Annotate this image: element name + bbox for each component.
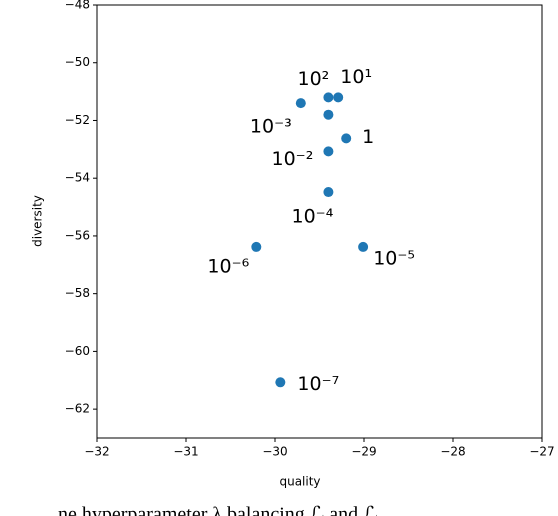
point-label: 10⁻⁵ xyxy=(373,247,415,269)
point xyxy=(358,241,369,252)
y-tick-label: −50 xyxy=(65,55,90,69)
point xyxy=(251,241,262,252)
point xyxy=(323,109,334,120)
point xyxy=(323,146,334,157)
x-axis-label: quality xyxy=(279,475,320,489)
point xyxy=(323,187,334,198)
point-label: 10¹ xyxy=(340,66,372,88)
point-label: 10⁻³ xyxy=(250,116,292,138)
y-tick-label: −56 xyxy=(65,228,90,242)
y-tick-label: −52 xyxy=(65,113,90,127)
x-tick-label: −29 xyxy=(351,445,376,459)
point-label: 10⁻⁶ xyxy=(207,255,249,277)
y-tick-label: −62 xyxy=(65,402,90,416)
y-tick-label: −60 xyxy=(65,344,90,358)
point xyxy=(341,133,352,144)
x-tick-label: −31 xyxy=(173,445,198,459)
point xyxy=(323,92,334,103)
x-tick-label: −27 xyxy=(529,445,554,459)
point-label: 10⁻⁴ xyxy=(291,206,333,228)
x-tick-label: −32 xyxy=(84,445,109,459)
plot-frame xyxy=(96,4,543,439)
y-tick-label: −54 xyxy=(65,171,90,185)
point-label: 10² xyxy=(298,68,330,90)
caption: ne hyperparameter λ balancing ℒ and ℒ xyxy=(58,504,377,516)
point xyxy=(333,92,344,103)
point-label: 10⁻² xyxy=(271,148,313,170)
x-tick-label: −28 xyxy=(440,445,465,459)
point xyxy=(275,377,286,388)
y-axis-label: diversity xyxy=(31,195,45,247)
point-label: 1 xyxy=(362,126,374,148)
y-tick-label: −58 xyxy=(65,286,90,300)
point-label: 10⁻⁷ xyxy=(297,373,339,395)
x-tick-label: −30 xyxy=(262,445,287,459)
y-tick-label: −48 xyxy=(65,0,90,12)
point xyxy=(295,98,306,109)
